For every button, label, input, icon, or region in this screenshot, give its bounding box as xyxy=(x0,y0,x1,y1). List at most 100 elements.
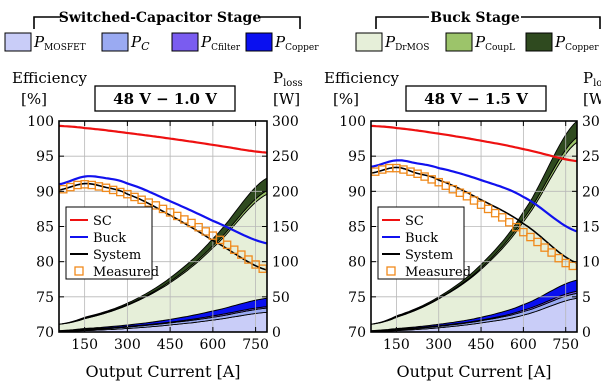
x-tick-label: 150 xyxy=(71,337,98,353)
legend-group-title: Buck Stage xyxy=(430,10,520,26)
legend-item: PMOSFET xyxy=(5,33,86,53)
series-legend-label: SC xyxy=(405,214,424,229)
y2-tick-label: 50 xyxy=(272,290,290,306)
chart-title-box: 48 V − 1.0 V xyxy=(95,86,235,111)
chart-panel-right: 150 300 450 600 750 70 75 80 85 90 95 100 0 5 10 15 20 25… xyxy=(324,69,601,381)
legend-item-label: PCopper xyxy=(274,33,319,53)
y-tick-label: 95 xyxy=(348,149,366,165)
measured-point xyxy=(492,210,499,217)
series-legend-label: Measured xyxy=(405,265,471,280)
y2-tick-label: 0 xyxy=(272,325,281,341)
legend-swatch xyxy=(5,33,31,51)
chart-title: 48 V − 1.5 V xyxy=(424,90,528,108)
x-tick-label: 450 xyxy=(468,337,495,353)
legend-item-label: PC xyxy=(130,33,150,53)
y2-tick-label: 20 xyxy=(582,184,600,200)
legend-item-label: PMOSFET xyxy=(33,33,86,53)
y2-tick-label: 10 xyxy=(582,255,600,271)
y-tick-label: 90 xyxy=(348,184,366,200)
y2-axis-unit: [W] xyxy=(273,90,300,108)
series-legend-label: System xyxy=(93,248,141,263)
y-axis-label: Efficiency xyxy=(324,69,400,87)
y2-axis-label: Ploss xyxy=(273,69,303,89)
y-axis-unit: [%] xyxy=(333,90,359,108)
legend-swatch xyxy=(172,33,198,51)
legend-item-label: PCoupL xyxy=(474,33,515,53)
series-legend-label: System xyxy=(405,248,453,263)
x-tick-label: 750 xyxy=(552,337,579,353)
series-legend-label: Buck xyxy=(405,231,438,246)
y2-tick-label: 0 xyxy=(582,325,591,341)
y2-tick-label: 25 xyxy=(582,149,600,165)
y2-axis-label: Plos xyxy=(583,69,601,89)
legend-item: PCfilter xyxy=(172,33,241,53)
legend-bracket-left xyxy=(376,17,429,29)
legend-item: PC xyxy=(102,33,150,53)
series-legend: SC Buck System Measured xyxy=(378,207,471,280)
y-axis-label: Efficiency xyxy=(12,69,88,87)
x-tick-label: 300 xyxy=(425,337,452,353)
legend-item: PCopper xyxy=(246,33,319,53)
y-tick-label: 90 xyxy=(36,184,54,200)
legend-item: PDrMOS xyxy=(356,33,429,53)
y-tick-label: 70 xyxy=(348,325,366,341)
legend-swatch xyxy=(526,33,552,51)
y2-tick-label: 200 xyxy=(272,184,299,200)
legend-bracket-left xyxy=(34,17,61,29)
y-tick-label: 80 xyxy=(348,255,366,271)
chart-title-box: 48 V − 1.5 V xyxy=(406,86,546,111)
legend-swatch xyxy=(246,33,272,51)
y2-tick-label: 300 xyxy=(272,114,299,130)
measured-point xyxy=(485,205,492,212)
y-tick-label: 85 xyxy=(348,220,366,236)
legend-group-0: Switched-Capacitor Stage PMOSFET PC PCfilte… xyxy=(5,10,319,53)
legend-item: PCopper xyxy=(526,33,599,53)
x-axis-label: Output Current [A] xyxy=(396,362,551,381)
y2-tick-label: 150 xyxy=(272,220,299,236)
legend-area: Switched-Capacitor Stage PMOSFET PC PCfilte… xyxy=(5,10,600,53)
y2-axis-unit: [W xyxy=(583,90,601,108)
y-tick-label: 75 xyxy=(348,290,366,306)
measured-point xyxy=(499,214,506,221)
legend-item-label: PCopper xyxy=(554,33,599,53)
y-tick-label: 80 xyxy=(36,255,54,271)
y-axis-unit: [%] xyxy=(21,90,47,108)
y2-tick-label: 5 xyxy=(582,290,591,306)
legend-item: PCoupL xyxy=(446,33,515,53)
legend-bracket-right xyxy=(521,17,600,29)
y-tick-label: 95 xyxy=(36,149,54,165)
x-tick-label: 300 xyxy=(114,337,141,353)
legend-swatch xyxy=(102,33,128,51)
series-line-sc xyxy=(59,126,267,153)
measured-point xyxy=(506,219,513,226)
x-tick-label: 600 xyxy=(199,337,226,353)
legend-item-label: PCfilter xyxy=(200,33,241,53)
y-tick-label: 100 xyxy=(27,114,54,130)
y2-tick-label: 100 xyxy=(272,255,299,271)
legend-item-label: PDrMOS xyxy=(384,33,429,53)
x-tick-label: 450 xyxy=(157,337,184,353)
y-tick-label: 75 xyxy=(36,290,54,306)
y-tick-label: 100 xyxy=(339,114,366,130)
series-legend-label: Buck xyxy=(93,231,126,246)
y2-tick-label: 15 xyxy=(582,220,600,236)
chart-title: 48 V − 1.0 V xyxy=(113,90,217,108)
legend-group-title: Switched-Capacitor Stage xyxy=(59,10,262,26)
y2-tick-label: 30 xyxy=(582,114,600,130)
series-legend-label: SC xyxy=(93,214,112,229)
series-legend: SC Buck System Measured xyxy=(66,207,159,280)
x-axis-label: Output Current [A] xyxy=(85,362,240,381)
y-tick-label: 85 xyxy=(36,220,54,236)
legend-swatch xyxy=(356,33,382,51)
x-tick-label: 750 xyxy=(242,337,269,353)
legend-swatch xyxy=(446,33,472,51)
x-tick-label: 150 xyxy=(383,337,410,353)
legend-bracket-right xyxy=(259,17,300,29)
series-legend-label: Measured xyxy=(93,265,159,280)
y2-tick-label: 250 xyxy=(272,149,299,165)
y-tick-label: 70 xyxy=(36,325,54,341)
chart-panel-left: 150 300 450 600 750 70 75 80 85 90 95 100 0 50 100 150 2… xyxy=(12,69,303,381)
x-tick-label: 600 xyxy=(510,337,537,353)
